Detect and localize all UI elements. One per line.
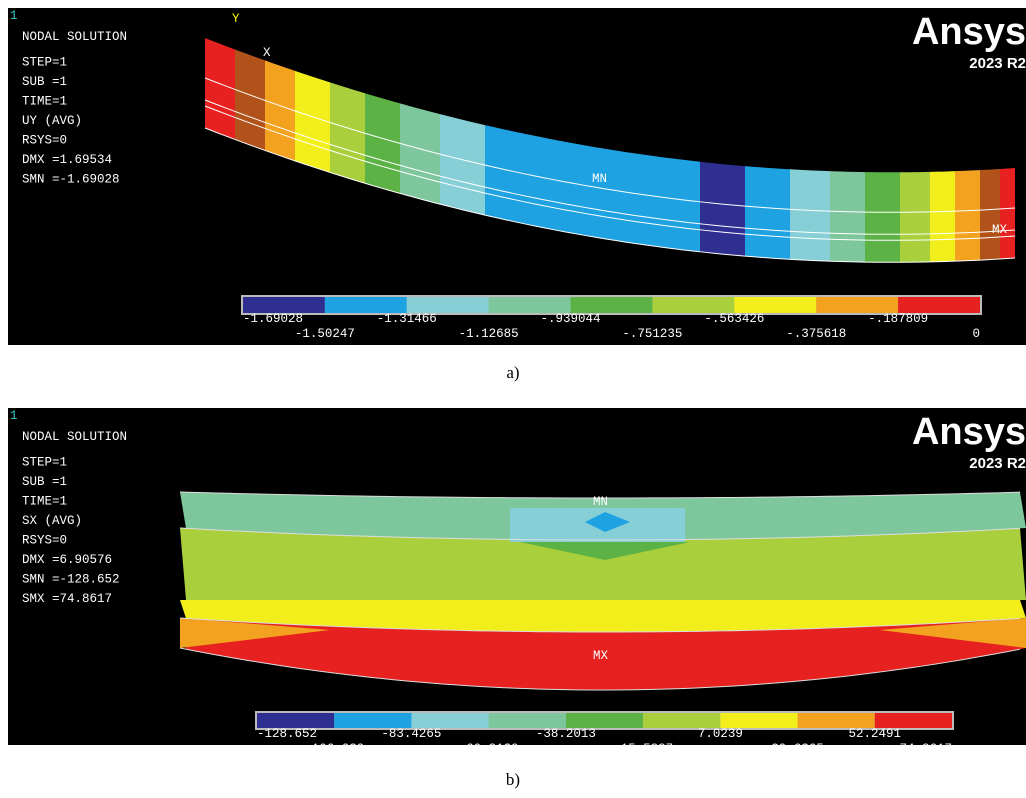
info-line: SUB =1: [22, 75, 67, 89]
legend-label: -106.039: [304, 742, 364, 756]
axis-label: X: [263, 46, 271, 60]
min-label: MN: [592, 172, 607, 186]
caption: b): [506, 770, 520, 789]
panel: Y X MN MX 1 NODAL SOLUTION STEP=1 SUB =1 TIME=1 U…: [8, 8, 1026, 382]
max-label: MX: [593, 649, 609, 663]
info-line: RSYS=0: [22, 534, 67, 548]
legend-swatch: [489, 713, 566, 728]
legend-swatch: [334, 713, 411, 728]
legend-swatch: [411, 713, 488, 728]
axis-label: Y: [232, 12, 240, 26]
legend-label: -60.8139: [459, 742, 519, 756]
info-line: STEP=1: [22, 56, 67, 70]
info-line: DMX =6.90576: [22, 553, 112, 567]
legend-swatch: [243, 297, 325, 313]
logo-name: Ansys: [912, 11, 1026, 53]
legend-swatch: [407, 297, 489, 313]
beam-side-face: [830, 211, 865, 262]
info-line: DMX =1.69534: [22, 153, 112, 167]
beam-side-face: [700, 202, 745, 256]
legend-label: -1.69028: [243, 312, 303, 326]
legend-swatch: [489, 297, 571, 313]
legend-label: -15.5887: [613, 742, 673, 756]
beam-top-face: [830, 171, 865, 212]
beam-top-face: [700, 162, 745, 206]
beam-side-face: [865, 212, 900, 262]
logo-version: 2023 R2: [969, 455, 1026, 472]
info-line: SUB =1: [22, 475, 67, 489]
info-line: NODAL SOLUTION: [22, 30, 127, 44]
beam-side-face: [745, 206, 790, 259]
info-line: UY (AVG): [22, 114, 82, 128]
legend-swatch: [325, 297, 407, 313]
legend-swatch: [898, 297, 980, 313]
legend-swatch: [652, 297, 734, 313]
legend-label: -.563426: [704, 312, 764, 326]
legend-swatch: [566, 713, 643, 728]
beam-side-face: [790, 209, 830, 261]
legend-swatch: [571, 297, 653, 313]
panel: MN MX 1 NODAL SOLUTION STEP=1 SUB =1 TIME=1 SX …: [8, 408, 1026, 789]
beam-top-face: [790, 169, 830, 211]
legend-label: 0: [972, 327, 980, 341]
beam-side-face: [930, 211, 955, 262]
max-label: MX: [992, 223, 1008, 237]
legend-label: -.187809: [868, 312, 928, 326]
legend-swatch: [643, 713, 720, 728]
legend-swatch: [257, 713, 334, 728]
legend-swatch: [798, 713, 875, 728]
beam-top-face: [900, 172, 930, 212]
beam-top-face: [930, 171, 955, 212]
legend-swatch: [734, 297, 816, 313]
beam-top-face: [865, 172, 900, 212]
beam-top-face: [1000, 168, 1015, 209]
info-line: RSYS=0: [22, 134, 67, 148]
legend-label: -1.50247: [295, 327, 355, 341]
legend-label: 74.8617: [899, 742, 952, 756]
logo-version: 2023 R2: [969, 55, 1026, 72]
beam-side-face: [955, 210, 980, 261]
legend-label: -128.652: [257, 727, 317, 741]
info-line: SX (AVG): [22, 514, 82, 528]
info-line: TIME=1: [22, 95, 67, 109]
corner-label: 1: [10, 409, 18, 423]
info-line: SMX =74.8617: [22, 592, 112, 606]
beam-top-face: [980, 169, 1000, 210]
legend-label: 52.2491: [849, 727, 902, 741]
logo-name: Ansys: [912, 411, 1026, 453]
beam-top-face: [955, 170, 980, 211]
legend-swatch: [816, 297, 898, 313]
info-line: SMN =-1.69028: [22, 173, 120, 187]
info-line: STEP=1: [22, 456, 67, 470]
legend-label: 7.0239: [698, 727, 743, 741]
legend-label: -83.4265: [381, 727, 441, 741]
beam-top-face: [745, 166, 790, 209]
info-line: NODAL SOLUTION: [22, 430, 127, 444]
legend-label: 29.6365: [771, 742, 824, 756]
legend-label: -.939044: [541, 312, 601, 326]
legend-label: -38.2013: [536, 727, 596, 741]
caption: a): [506, 363, 519, 382]
legend-label: -1.31466: [377, 312, 437, 326]
legend-swatch: [875, 713, 952, 728]
beam-side-face: [900, 212, 930, 262]
legend-label: -.751235: [622, 327, 682, 341]
legend-swatch: [720, 713, 797, 728]
figure: Y X MN MX 1 NODAL SOLUTION STEP=1 SUB =1 TIME=1 U…: [0, 0, 1026, 798]
info-line: SMN =-128.652: [22, 573, 120, 587]
min-label: MN: [593, 495, 608, 509]
corner-label: 1: [10, 9, 18, 23]
legend-label: -.375618: [786, 327, 846, 341]
info-line: TIME=1: [22, 495, 67, 509]
legend-label: -1.12685: [459, 327, 519, 341]
